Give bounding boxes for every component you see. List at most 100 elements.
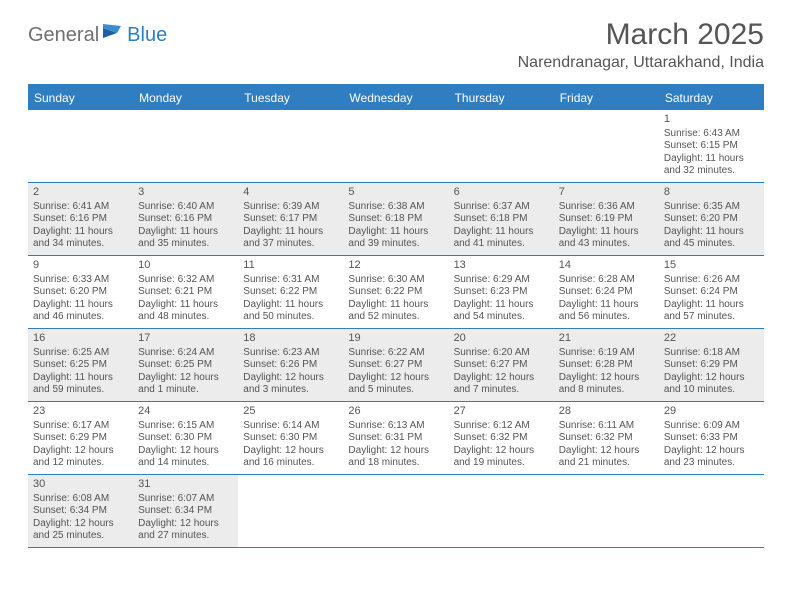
week-row: 23Sunrise: 6:17 AMSunset: 6:29 PMDayligh… <box>28 402 764 475</box>
day-number: 23 <box>33 405 128 419</box>
sunset-text: Sunset: 6:34 PM <box>138 505 233 518</box>
sunset-text: Sunset: 6:19 PM <box>559 213 654 226</box>
sunrise-text: Sunrise: 6:30 AM <box>348 274 443 287</box>
day-cell <box>238 110 343 182</box>
day-number: 5 <box>348 186 443 200</box>
weekday-header: Monday <box>133 86 238 110</box>
day-cell: 12Sunrise: 6:30 AMSunset: 6:22 PMDayligh… <box>343 256 448 328</box>
weekday-header: Saturday <box>659 86 764 110</box>
day-number: 28 <box>559 405 654 419</box>
day-cell: 30Sunrise: 6:08 AMSunset: 6:34 PMDayligh… <box>28 475 133 547</box>
daylight-text: Daylight: 12 hours and 19 minutes. <box>454 445 549 470</box>
weekday-header: Friday <box>554 86 659 110</box>
day-number: 27 <box>454 405 549 419</box>
day-cell <box>554 110 659 182</box>
day-cell: 28Sunrise: 6:11 AMSunset: 6:32 PMDayligh… <box>554 402 659 474</box>
week-row: 30Sunrise: 6:08 AMSunset: 6:34 PMDayligh… <box>28 475 764 548</box>
day-number: 15 <box>664 259 759 273</box>
sunrise-text: Sunrise: 6:08 AM <box>33 493 128 506</box>
day-cell <box>238 475 343 547</box>
day-number: 26 <box>348 405 443 419</box>
day-number: 14 <box>559 259 654 273</box>
sunrise-text: Sunrise: 6:26 AM <box>664 274 759 287</box>
day-number: 19 <box>348 332 443 346</box>
day-cell: 15Sunrise: 6:26 AMSunset: 6:24 PMDayligh… <box>659 256 764 328</box>
day-number: 24 <box>138 405 233 419</box>
daylight-text: Daylight: 11 hours and 34 minutes. <box>33 226 128 251</box>
sunset-text: Sunset: 6:31 PM <box>348 432 443 445</box>
daylight-text: Daylight: 12 hours and 7 minutes. <box>454 372 549 397</box>
weekday-header: Sunday <box>28 86 133 110</box>
day-number: 3 <box>138 186 233 200</box>
day-number: 6 <box>454 186 549 200</box>
daylight-text: Daylight: 12 hours and 27 minutes. <box>138 518 233 543</box>
day-cell <box>28 110 133 182</box>
day-number: 11 <box>243 259 338 273</box>
daylight-text: Daylight: 11 hours and 50 minutes. <box>243 299 338 324</box>
sunset-text: Sunset: 6:27 PM <box>454 359 549 372</box>
day-number: 22 <box>664 332 759 346</box>
day-number: 31 <box>138 478 233 492</box>
daylight-text: Daylight: 12 hours and 8 minutes. <box>559 372 654 397</box>
sunset-text: Sunset: 6:24 PM <box>664 286 759 299</box>
sunset-text: Sunset: 6:29 PM <box>664 359 759 372</box>
daylight-text: Daylight: 12 hours and 21 minutes. <box>559 445 654 470</box>
day-cell: 29Sunrise: 6:09 AMSunset: 6:33 PMDayligh… <box>659 402 764 474</box>
day-cell: 2Sunrise: 6:41 AMSunset: 6:16 PMDaylight… <box>28 183 133 255</box>
daylight-text: Daylight: 11 hours and 56 minutes. <box>559 299 654 324</box>
sunrise-text: Sunrise: 6:39 AM <box>243 201 338 214</box>
daylight-text: Daylight: 12 hours and 25 minutes. <box>33 518 128 543</box>
sunrise-text: Sunrise: 6:29 AM <box>454 274 549 287</box>
day-cell: 6Sunrise: 6:37 AMSunset: 6:18 PMDaylight… <box>449 183 554 255</box>
calendar-table: Sunday Monday Tuesday Wednesday Thursday… <box>28 84 764 548</box>
sunset-text: Sunset: 6:32 PM <box>559 432 654 445</box>
sunset-text: Sunset: 6:30 PM <box>138 432 233 445</box>
day-cell <box>554 475 659 547</box>
daylight-text: Daylight: 12 hours and 10 minutes. <box>664 372 759 397</box>
daylight-text: Daylight: 12 hours and 12 minutes. <box>33 445 128 470</box>
day-cell <box>449 110 554 182</box>
sunrise-text: Sunrise: 6:41 AM <box>33 201 128 214</box>
week-row: 9Sunrise: 6:33 AMSunset: 6:20 PMDaylight… <box>28 256 764 329</box>
sunset-text: Sunset: 6:32 PM <box>454 432 549 445</box>
day-cell: 11Sunrise: 6:31 AMSunset: 6:22 PMDayligh… <box>238 256 343 328</box>
day-cell: 17Sunrise: 6:24 AMSunset: 6:25 PMDayligh… <box>133 329 238 401</box>
sunrise-text: Sunrise: 6:18 AM <box>664 347 759 360</box>
day-cell <box>343 110 448 182</box>
weekday-header-row: Sunday Monday Tuesday Wednesday Thursday… <box>28 86 764 110</box>
location-subtitle: Narendranagar, Uttarakhand, India <box>518 54 764 72</box>
week-row: 1Sunrise: 6:43 AMSunset: 6:15 PMDaylight… <box>28 110 764 183</box>
day-cell: 16Sunrise: 6:25 AMSunset: 6:25 PMDayligh… <box>28 329 133 401</box>
daylight-text: Daylight: 12 hours and 5 minutes. <box>348 372 443 397</box>
daylight-text: Daylight: 11 hours and 52 minutes. <box>348 299 443 324</box>
sunrise-text: Sunrise: 6:19 AM <box>559 347 654 360</box>
sunset-text: Sunset: 6:21 PM <box>138 286 233 299</box>
week-row: 16Sunrise: 6:25 AMSunset: 6:25 PMDayligh… <box>28 329 764 402</box>
sunrise-text: Sunrise: 6:43 AM <box>664 128 759 141</box>
daylight-text: Daylight: 11 hours and 32 minutes. <box>664 153 759 178</box>
day-cell: 21Sunrise: 6:19 AMSunset: 6:28 PMDayligh… <box>554 329 659 401</box>
day-cell: 14Sunrise: 6:28 AMSunset: 6:24 PMDayligh… <box>554 256 659 328</box>
day-number: 8 <box>664 186 759 200</box>
sunset-text: Sunset: 6:23 PM <box>454 286 549 299</box>
title-block: March 2025 Narendranagar, Uttarakhand, I… <box>518 18 764 72</box>
logo-flag-icon <box>103 24 125 47</box>
day-cell <box>343 475 448 547</box>
sunrise-text: Sunrise: 6:36 AM <box>559 201 654 214</box>
day-number: 20 <box>454 332 549 346</box>
logo: General Blue <box>28 24 167 47</box>
day-cell: 13Sunrise: 6:29 AMSunset: 6:23 PMDayligh… <box>449 256 554 328</box>
day-cell: 1Sunrise: 6:43 AMSunset: 6:15 PMDaylight… <box>659 110 764 182</box>
sunrise-text: Sunrise: 6:15 AM <box>138 420 233 433</box>
day-cell: 9Sunrise: 6:33 AMSunset: 6:20 PMDaylight… <box>28 256 133 328</box>
sunset-text: Sunset: 6:25 PM <box>33 359 128 372</box>
logo-text-general: General <box>28 24 99 47</box>
day-number: 16 <box>33 332 128 346</box>
sunrise-text: Sunrise: 6:23 AM <box>243 347 338 360</box>
daylight-text: Daylight: 11 hours and 43 minutes. <box>559 226 654 251</box>
day-number: 9 <box>33 259 128 273</box>
sunset-text: Sunset: 6:18 PM <box>348 213 443 226</box>
day-number: 12 <box>348 259 443 273</box>
sunrise-text: Sunrise: 6:12 AM <box>454 420 549 433</box>
day-number: 1 <box>664 113 759 127</box>
